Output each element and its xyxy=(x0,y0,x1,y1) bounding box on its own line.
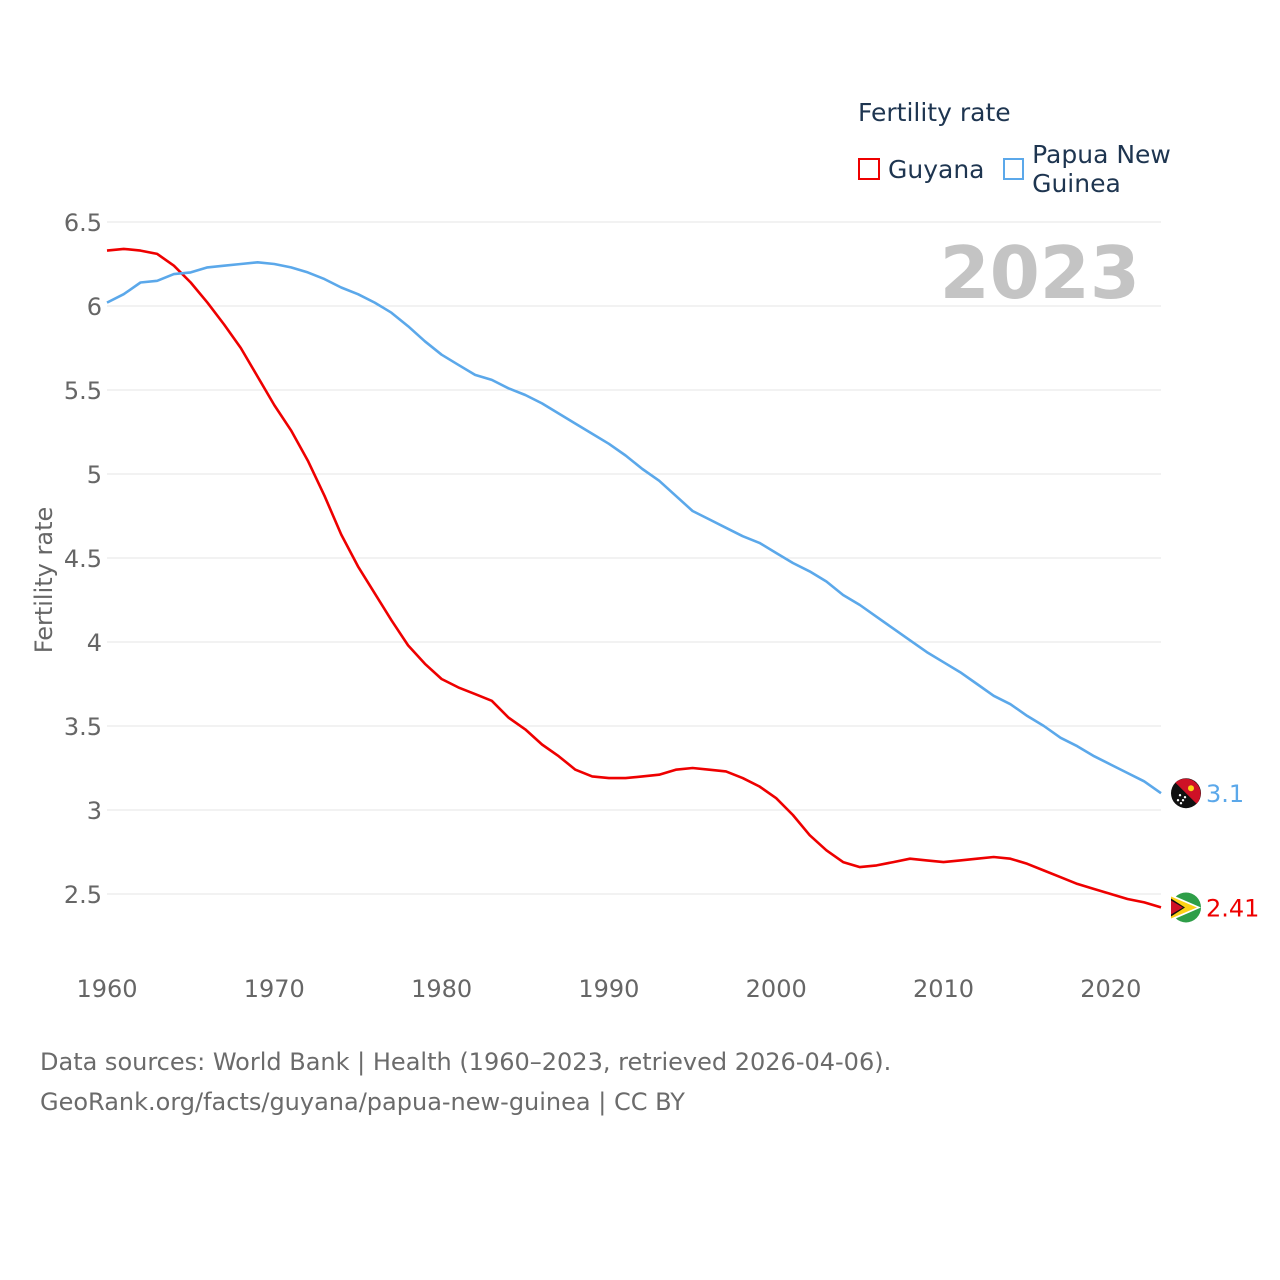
legend-label-papua-new-guinea: Papua New Guinea xyxy=(1032,140,1171,198)
legend-item-papua-new-guinea[interactable]: Papua New Guinea xyxy=(1002,140,1263,198)
y-tick-label: 4.5 xyxy=(64,545,102,573)
series-line-guyana[interactable] xyxy=(106,247,1162,909)
footer: Data sources: World Bank | Health (1960–… xyxy=(40,1042,891,1122)
y-tick-label: 2.5 xyxy=(64,881,102,909)
series-line-papua-new-guinea[interactable] xyxy=(106,260,1162,795)
y-tick-label: 5 xyxy=(87,461,102,489)
year-watermark: 2023 xyxy=(940,231,1140,315)
y-tick-label: 6.5 xyxy=(64,209,102,237)
x-tick-label: 1960 xyxy=(76,975,137,1003)
footer-sources: Data sources: World Bank | Health (1960–… xyxy=(40,1048,892,1076)
y-axis-label: Fertility rate xyxy=(30,507,58,654)
legend-swatch-papua-new-guinea xyxy=(1002,158,1025,180)
y-tick-label: 3 xyxy=(87,797,102,825)
footer-link[interactable]: GeoRank.org/facts/guyana/papua-new-guine… xyxy=(40,1088,685,1116)
y-axis-ticks: 2.5 3 3.5 4 4.5 5 5.5 6 6.5 xyxy=(64,209,102,909)
legend: Guyana Papua New Guinea xyxy=(858,140,1280,198)
grid-lines xyxy=(107,221,1161,895)
x-tick-label: 2000 xyxy=(746,975,807,1003)
x-axis-ticks: 1960 1970 1980 1990 2000 2010 2020 xyxy=(76,975,1141,1003)
x-tick-label: 1980 xyxy=(411,975,472,1003)
x-tick-label: 1970 xyxy=(244,975,305,1003)
legend-title: Fertility rate xyxy=(858,98,1011,127)
y-tick-label: 6 xyxy=(87,293,102,321)
end-label-papua-new-guinea: 3.1 xyxy=(1206,780,1244,808)
x-tick-label: 2010 xyxy=(913,975,974,1003)
y-tick-label: 4 xyxy=(87,629,102,657)
y-tick-label: 3.5 xyxy=(64,713,102,741)
end-label-guyana: 2.41 xyxy=(1206,894,1259,922)
flag-icon-guyana xyxy=(1171,892,1201,923)
legend-label-guyana: Guyana xyxy=(888,154,985,184)
legend-swatch-guyana xyxy=(858,158,880,180)
y-tick-label: 5.5 xyxy=(64,377,102,405)
x-tick-label: 1990 xyxy=(578,975,639,1003)
x-tick-label: 2020 xyxy=(1080,975,1141,1003)
flag-icon-papua-new-guinea xyxy=(1171,778,1201,809)
legend-item-guyana[interactable]: Guyana xyxy=(858,155,985,184)
